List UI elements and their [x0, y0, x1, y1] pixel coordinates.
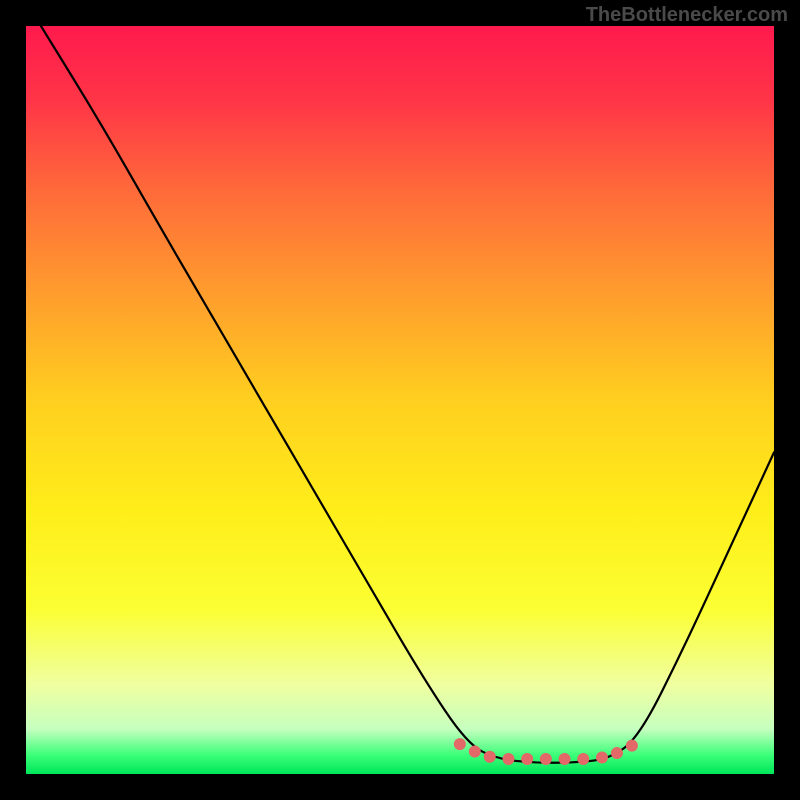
optimal-marker	[540, 753, 552, 765]
optimal-marker	[454, 738, 466, 750]
chart-container: TheBottlenecker.com	[0, 0, 800, 800]
optimal-marker	[521, 753, 533, 765]
optimal-marker	[469, 746, 481, 758]
optimal-marker	[596, 752, 608, 764]
bottleneck-curve	[41, 26, 774, 763]
plot-frame	[26, 26, 774, 774]
watermark-text: TheBottlenecker.com	[586, 4, 788, 27]
optimal-marker	[577, 753, 589, 765]
optimal-marker	[484, 751, 496, 763]
optimal-marker	[611, 747, 623, 759]
optimal-marker	[559, 753, 571, 765]
optimal-marker	[626, 740, 638, 752]
optimal-marker	[502, 753, 514, 765]
curve-layer	[26, 26, 774, 774]
